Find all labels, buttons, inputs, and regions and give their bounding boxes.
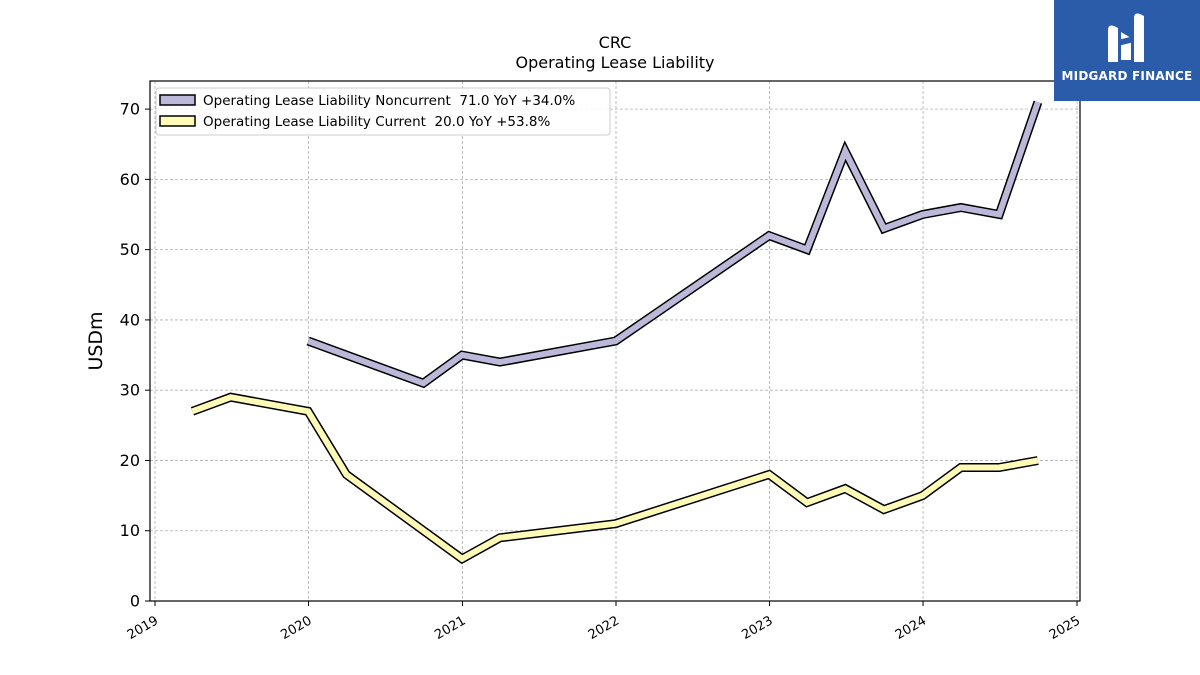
brand-name: MIDGARD FINANCE: [1061, 69, 1193, 83]
legend-label-current: Operating Lease Liability Current 20.0 Y…: [203, 114, 550, 130]
x-tick-label: 2023: [739, 613, 775, 643]
x-tick-label: 2024: [893, 613, 929, 643]
series-line-noncurrent: [307, 101, 1041, 387]
y-tick-label: 20: [120, 451, 140, 470]
x-tick-label: 2025: [1047, 613, 1083, 643]
legend-label-noncurrent: Operating Lease Liability Noncurrent 71.…: [203, 93, 575, 109]
x-tick-label: 2022: [586, 613, 622, 643]
series-outline-noncurrent: [306, 100, 1043, 389]
y-tick-label: 70: [120, 100, 140, 119]
legend: Operating Lease Liability Noncurrent 71.…: [155, 87, 611, 136]
mf-monogram-icon: [1108, 13, 1144, 62]
y-tick-label: 40: [120, 310, 140, 329]
x-tick-label: 2019: [125, 613, 161, 643]
y-tick-label: 50: [120, 240, 140, 259]
chart-title: CRC: [599, 33, 632, 52]
x-tick-label: 2020: [278, 613, 314, 643]
y-tick-label: 60: [120, 170, 140, 189]
x-tick-label: 2021: [432, 613, 468, 643]
brand-logo: MIDGARD FINANCE: [1054, 0, 1200, 101]
y-tick-label: 10: [120, 521, 140, 540]
plot-frame: [149, 80, 1081, 602]
chart-subtitle: Operating Lease Liability: [515, 53, 714, 72]
y-axis-label: USDm: [85, 311, 107, 370]
grid: [150, 81, 1080, 602]
legend-swatch-noncurrent: [159, 94, 196, 106]
series-line-current: [191, 394, 1039, 563]
axis-ticks: 0 10 20 30 40 50 60 70 2019 2020 2021 2022 2023 2024 2…: [120, 100, 1083, 643]
y-tick-label: 0: [130, 592, 140, 611]
y-tick-label: 30: [120, 381, 140, 400]
series-outline-current: [190, 392, 1039, 565]
legend-swatch-current: [159, 115, 196, 127]
series-layer: [190, 100, 1043, 565]
legend-box: [155, 87, 611, 136]
